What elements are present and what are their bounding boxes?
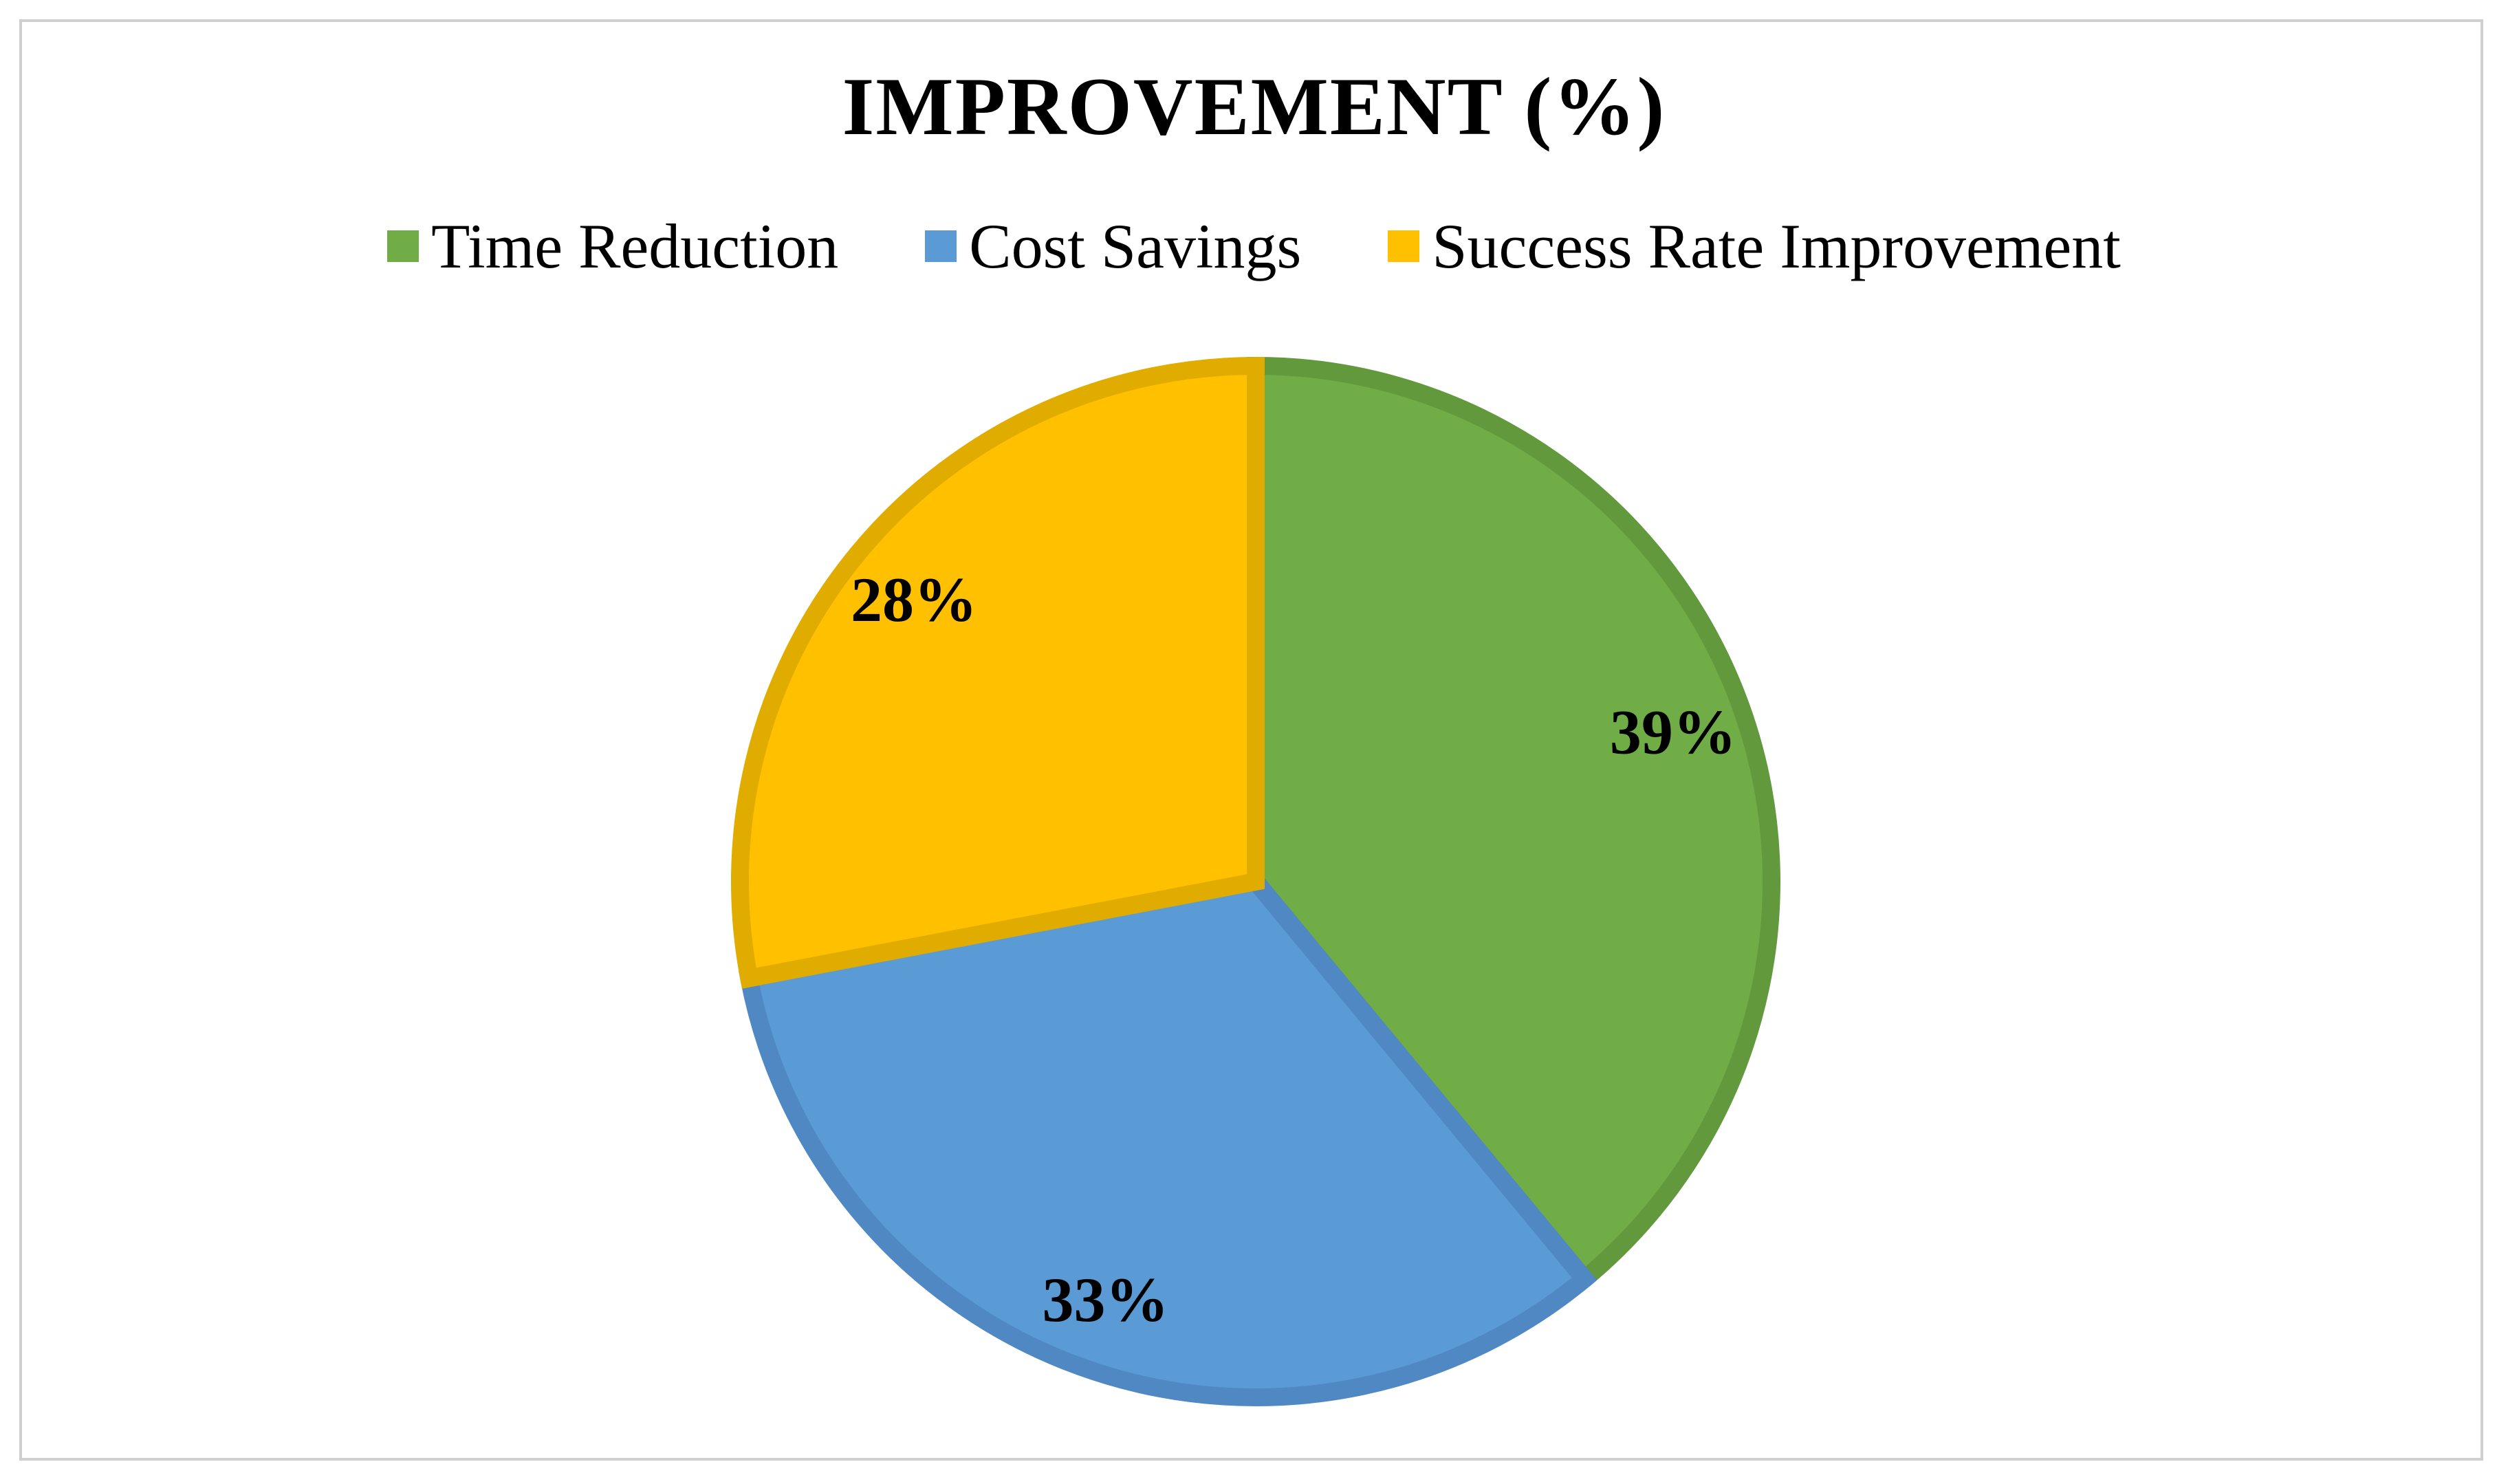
pie-slice-success-rate-improvement — [731, 356, 1265, 989]
legend-item-cost-savings: Cost Savings — [925, 208, 1301, 284]
pie-slice-cost-savings — [739, 871, 1598, 1406]
data-label-success-rate-improvement: 28% — [851, 565, 977, 635]
legend-swatch-cost-savings — [925, 230, 957, 262]
legend-item-success-rate-improvement: Success Rate Improvement — [1388, 208, 2121, 284]
pie-data-labels: 39% 33% 28% — [851, 565, 1736, 1335]
data-label-cost-savings: 33% — [1043, 1265, 1169, 1335]
pie-slices — [731, 356, 1780, 1406]
pie-slice-time-reduction — [1247, 356, 1780, 1292]
legend-label-success-rate-improvement: Success Rate Improvement — [1432, 211, 2121, 281]
legend-swatch-time-reduction — [387, 230, 419, 262]
legend-swatch-success-rate-improvement — [1388, 230, 1420, 262]
chart-legend: Time Reduction Cost Savings Success Rate… — [0, 205, 2508, 287]
legend-label-cost-savings: Cost Savings — [969, 211, 1302, 281]
legend-label-time-reduction: Time Reduction — [431, 211, 839, 281]
data-label-time-reduction: 39% — [1610, 697, 1736, 767]
legend-item-time-reduction: Time Reduction — [387, 208, 838, 284]
chart-title: IMPROVEMENT (%) — [842, 61, 1666, 152]
